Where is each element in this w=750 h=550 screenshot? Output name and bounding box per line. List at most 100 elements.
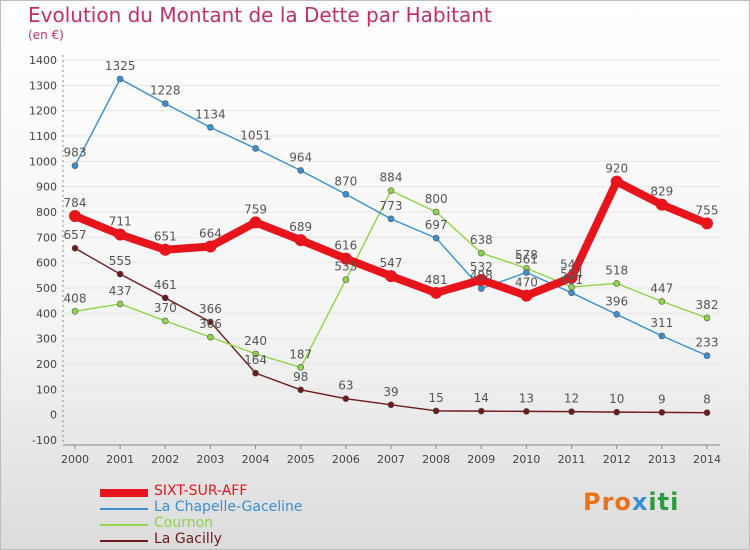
data-label: 983 — [64, 146, 87, 160]
data-label: 518 — [605, 263, 628, 277]
x-tick-label: 2008 — [422, 453, 450, 466]
data-label: 306 — [199, 317, 222, 331]
data-label: 829 — [650, 185, 673, 199]
data-point — [610, 175, 623, 188]
data-label: 164 — [244, 353, 267, 367]
data-point — [207, 333, 214, 341]
data-label: 481 — [560, 273, 583, 287]
data-point — [339, 252, 352, 265]
data-point — [252, 145, 259, 152]
data-label: 63 — [338, 379, 353, 393]
data-point — [475, 273, 488, 286]
data-label: 555 — [109, 254, 132, 268]
data-label: 638 — [470, 233, 493, 247]
data-label: 870 — [334, 174, 357, 188]
logo-part-2: x — [631, 488, 649, 516]
data-point — [703, 409, 711, 416]
data-point — [161, 317, 169, 325]
data-label: 311 — [650, 316, 673, 330]
x-tick-label: 2011 — [558, 453, 586, 466]
data-label: 651 — [154, 230, 177, 244]
legend-label: La Gacilly — [154, 531, 222, 547]
data-point — [658, 298, 666, 305]
data-label: 14 — [474, 391, 489, 405]
chart-subtitle: (en €) — [28, 28, 64, 42]
data-label: 616 — [334, 239, 357, 253]
x-tick-label: 2006 — [332, 453, 360, 466]
data-point — [568, 408, 575, 415]
data-point — [116, 300, 124, 308]
data-label: 800 — [425, 192, 448, 206]
x-tick-label: 2007 — [377, 453, 405, 466]
x-tick-label: 2002 — [151, 453, 179, 466]
y-tick-label: 700 — [36, 231, 57, 244]
data-point — [432, 407, 440, 415]
data-point — [387, 401, 395, 409]
data-point — [249, 216, 262, 229]
data-point — [161, 100, 169, 107]
data-point — [477, 249, 485, 257]
y-tick-label: 1200 — [29, 105, 57, 118]
x-tick-label: 2001 — [106, 453, 134, 466]
y-tick-label: 400 — [36, 307, 57, 320]
data-label: 12 — [564, 392, 579, 406]
y-tick-label: 100 — [36, 383, 57, 396]
legend-swatch — [100, 489, 148, 497]
data-label: 784 — [64, 196, 87, 210]
data-point — [658, 332, 666, 340]
data-point — [613, 311, 621, 318]
data-point — [204, 240, 217, 253]
data-label: 498 — [470, 269, 493, 283]
data-label: 664 — [199, 226, 222, 240]
data-label: 533 — [334, 260, 357, 274]
data-point — [613, 280, 621, 287]
legend-swatch — [100, 508, 148, 510]
data-point — [342, 395, 350, 403]
data-point — [613, 408, 621, 416]
y-tick-label: -100 — [32, 434, 57, 447]
data-point — [159, 243, 172, 256]
data-label: 98 — [293, 370, 308, 384]
chart-title: Evolution du Montant de la Dette par Hab… — [28, 3, 492, 27]
data-point — [432, 208, 440, 216]
data-label: 447 — [650, 281, 673, 295]
data-label: 697 — [425, 218, 448, 232]
data-label: 541 — [560, 258, 583, 272]
data-label: 755 — [696, 203, 719, 217]
data-point — [477, 285, 485, 292]
x-tick-label: 2014 — [693, 453, 721, 466]
data-label: 233 — [696, 336, 719, 350]
x-tick-label: 2000 — [61, 453, 89, 466]
data-label: 382 — [696, 298, 719, 312]
y-tick-label: 1000 — [29, 155, 57, 168]
data-label: 408 — [64, 291, 87, 305]
data-label: 366 — [199, 302, 222, 316]
data-point — [342, 190, 350, 198]
data-label: 240 — [244, 334, 267, 348]
data-label: 481 — [425, 273, 448, 287]
x-tick-label: 2003 — [196, 453, 224, 466]
data-point — [252, 369, 259, 377]
data-point — [116, 75, 124, 83]
y-tick-label: 200 — [36, 358, 57, 371]
data-label: 547 — [380, 256, 403, 270]
data-label: 689 — [289, 220, 312, 234]
data-point — [432, 234, 440, 242]
data-label: 10 — [609, 392, 624, 406]
data-label: 187 — [289, 347, 312, 361]
data-label: 561 — [515, 253, 538, 267]
data-label: 461 — [154, 278, 177, 292]
x-tick-label: 2012 — [603, 453, 631, 466]
data-label: 9 — [658, 392, 666, 406]
x-tick-label: 2005 — [287, 453, 315, 466]
y-tick-label: 1400 — [29, 54, 57, 67]
data-point — [297, 167, 305, 174]
data-label: 470 — [515, 276, 538, 290]
data-point — [161, 294, 169, 302]
data-label: 1325 — [105, 59, 136, 73]
data-point — [658, 409, 666, 416]
y-tick-label: 1300 — [29, 79, 57, 92]
data-point — [342, 276, 350, 283]
